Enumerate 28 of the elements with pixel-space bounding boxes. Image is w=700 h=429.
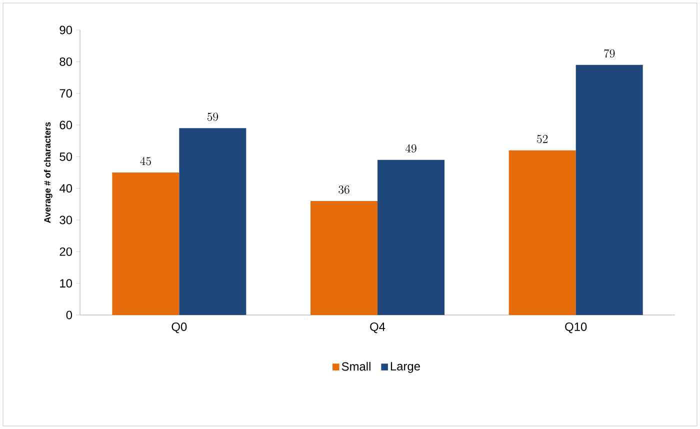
y-tick-label: 50: [60, 152, 72, 161]
data-label: 52: [537, 134, 548, 144]
y-tick-label: 40: [59, 184, 72, 193]
y-tick-label: 80: [60, 57, 72, 66]
y-tick-label: 70: [60, 89, 72, 98]
x-tick-label: Q0: [172, 322, 187, 334]
legend-label: Small: [342, 362, 370, 371]
bar: [508, 150, 576, 315]
data-label: 59: [207, 112, 218, 121]
y-axis-title: Average # of characters: [44, 122, 52, 223]
y-tick-label: 90: [60, 26, 72, 34]
y-tick-label: 0: [66, 310, 72, 320]
legend-label: Large: [390, 362, 420, 373]
y-tick-label: 30: [60, 216, 72, 224]
x-tick-label: Q10: [565, 322, 587, 334]
data-label: 45: [140, 156, 151, 166]
bar: [576, 64, 643, 315]
data-label: 79: [604, 49, 615, 58]
y-tick-label: 10: [60, 279, 72, 288]
bar: [112, 172, 180, 315]
y-tick-label: 20: [60, 247, 72, 256]
x-tick-label: Q4: [370, 322, 386, 334]
bar: [179, 128, 246, 315]
bar: [310, 201, 378, 315]
y-tick-label: 60: [60, 120, 72, 130]
data-label: 36: [338, 186, 350, 194]
data-label: 49: [405, 144, 416, 153]
bar: [378, 160, 445, 315]
